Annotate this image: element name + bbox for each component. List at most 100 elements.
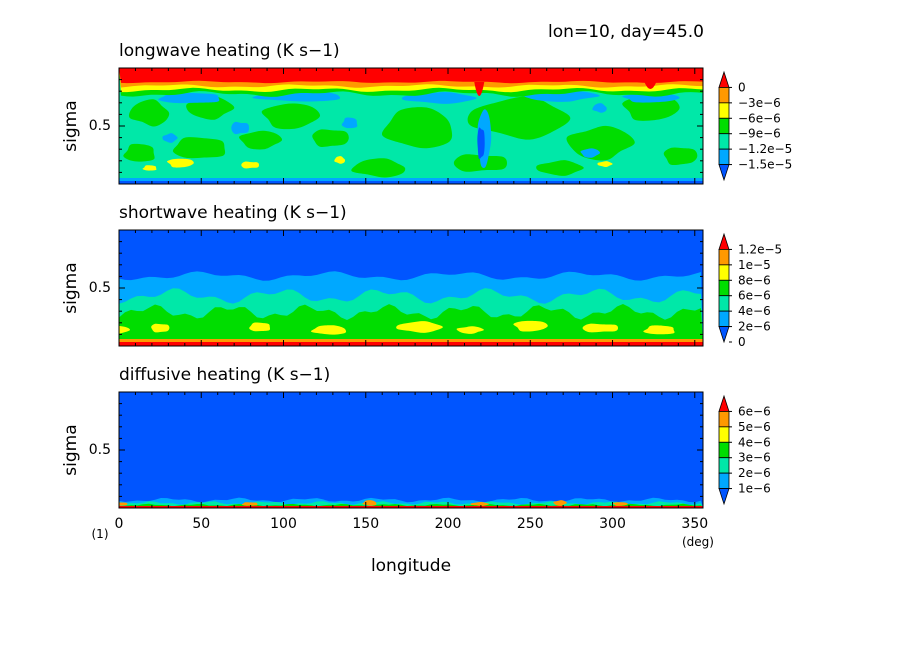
- contour-yellow: [643, 325, 675, 335]
- panel-longwave: longwave heating (K s−1) sigma 0.5 0 −3e−…: [61, 41, 792, 185]
- panel-diffusive: diffusive heating (K s−1) sigma 0.5 0 50 1…: [31, 365, 771, 576]
- contour-yellow: [167, 158, 194, 168]
- colorbar-segment: [718, 488, 730, 506]
- y-axis-label: sigma: [61, 100, 81, 151]
- heatmap-field: [31, 392, 703, 508]
- x-tick-label: 350: [681, 516, 708, 532]
- y-tick-label: 0.5: [89, 280, 111, 296]
- contour-green: [123, 143, 155, 162]
- contour-yellow: [249, 322, 271, 332]
- colorbar: 1.2e−5 1e−58e−6 6e−64e−6 2e−60: [718, 232, 782, 349]
- x-tick-label: 0: [115, 516, 124, 532]
- x-tick-label: 250: [517, 516, 544, 532]
- colorbar-label: 6e−6: [738, 404, 771, 418]
- colorbar-label: −6e−6: [738, 111, 781, 125]
- colorbar-segment: [718, 264, 730, 281]
- contour-blue: [119, 181, 703, 184]
- colorbar-label: 1e−5: [738, 258, 771, 272]
- colorbar-label: 5e−6: [738, 420, 771, 434]
- colorbar-segment: [718, 457, 730, 474]
- contour-yellow: [310, 325, 347, 335]
- contour-green: [663, 147, 698, 166]
- contour-green: [172, 137, 226, 159]
- colorbar-label: −1.5e−5: [738, 158, 792, 172]
- contour-orange: [612, 502, 628, 506]
- contour-green: [381, 107, 453, 149]
- figure-label: (1): [92, 527, 109, 541]
- colorbar: 6e−6 5e−64e−6 3e−62e−6 1e−6: [718, 394, 771, 506]
- colorbar-label: 1.2e−5: [738, 242, 782, 256]
- y-axis-label: sigma: [61, 424, 81, 475]
- contour-yellow: [19, 320, 61, 332]
- y-tick-label: 0.5: [89, 442, 111, 458]
- heatmap-field: [19, 230, 703, 346]
- colorbar-segment: [718, 411, 730, 428]
- contour-green: [467, 96, 571, 140]
- x-unit-label: (deg): [682, 535, 714, 549]
- contour-red: [119, 506, 703, 508]
- contour-yellow: [241, 161, 259, 169]
- contour-cyan: [341, 117, 358, 129]
- panel-title: diffusive heating (K s−1): [119, 365, 330, 385]
- colorbar-label: 6e−6: [738, 289, 771, 303]
- colorbar-label: 4e−6: [738, 304, 771, 318]
- colorbar-label: −3e−6: [738, 96, 781, 110]
- colorbar-label: 2e−6: [738, 466, 771, 480]
- colorbar-segment: [718, 148, 730, 165]
- contour-yellow: [396, 321, 443, 333]
- colorbar-label: 0: [738, 335, 746, 349]
- colorbar-segment: [718, 279, 730, 297]
- contour-orange: [31, 500, 50, 506]
- y-ticks: [119, 403, 703, 497]
- contour-cyan: [592, 103, 607, 113]
- x-tick-labels: 0 50 100 150 200 250 300 350: [115, 516, 709, 532]
- colorbar-segment: [718, 472, 730, 489]
- colorbar-segment: [718, 310, 730, 327]
- field-background: [119, 392, 703, 508]
- x-tick-label: 150: [352, 516, 379, 532]
- x-ticks: [118, 230, 696, 346]
- contour-orange: [119, 502, 128, 506]
- x-ticks: [118, 392, 696, 508]
- contour-yellow: [597, 161, 613, 168]
- colorbar-label: −9e−6: [738, 127, 781, 141]
- colorbar-segment: [718, 232, 730, 250]
- colorbar-label: 1e−6: [738, 482, 771, 496]
- colorbar-segment: [718, 133, 730, 150]
- contour-red: [119, 342, 703, 346]
- colorbar-segment: [718, 426, 730, 443]
- x-ticks: [118, 68, 696, 184]
- contour-red: [474, 82, 485, 96]
- colorbar-label: 0: [738, 80, 746, 94]
- contour-blue: [477, 127, 485, 160]
- colorbar-label: −1.2e−5: [738, 142, 792, 156]
- x-tick-label: 300: [599, 516, 626, 532]
- colorbar-label: 3e−6: [738, 451, 771, 465]
- contour-orange: [470, 502, 490, 506]
- contour-yellow: [151, 323, 170, 333]
- info-label: lon=10, day=45.0: [548, 22, 704, 42]
- contour-yellow: [456, 326, 484, 334]
- colorbar-segment: [718, 70, 730, 88]
- x-tick-label: 200: [435, 516, 462, 532]
- colorbar-segment: [718, 117, 730, 135]
- contour-cyan: [162, 133, 178, 143]
- contour-cyan: [622, 93, 680, 103]
- y-axis-label: sigma: [61, 262, 81, 313]
- contour-green: [536, 160, 584, 176]
- colorbar-segment: [718, 441, 730, 459]
- contour-orange: [553, 500, 567, 506]
- contour-yellow: [334, 156, 346, 164]
- x-tick-label: 100: [270, 516, 297, 532]
- contour-yellow: [582, 323, 618, 333]
- contour-yellow: [513, 320, 548, 332]
- colorbar-segment: [718, 164, 730, 182]
- colorbar-segment: [718, 87, 730, 104]
- colorbar-segment: [718, 394, 730, 412]
- colorbar: 0 −3e−6−6e−6 −9e−6−1.2e−5 −1.5e−5: [718, 70, 792, 182]
- colorbar-label: 4e−6: [738, 435, 771, 449]
- contour-yellow: [119, 325, 131, 334]
- contour-red: [644, 82, 657, 89]
- contour-cyan: [158, 92, 220, 104]
